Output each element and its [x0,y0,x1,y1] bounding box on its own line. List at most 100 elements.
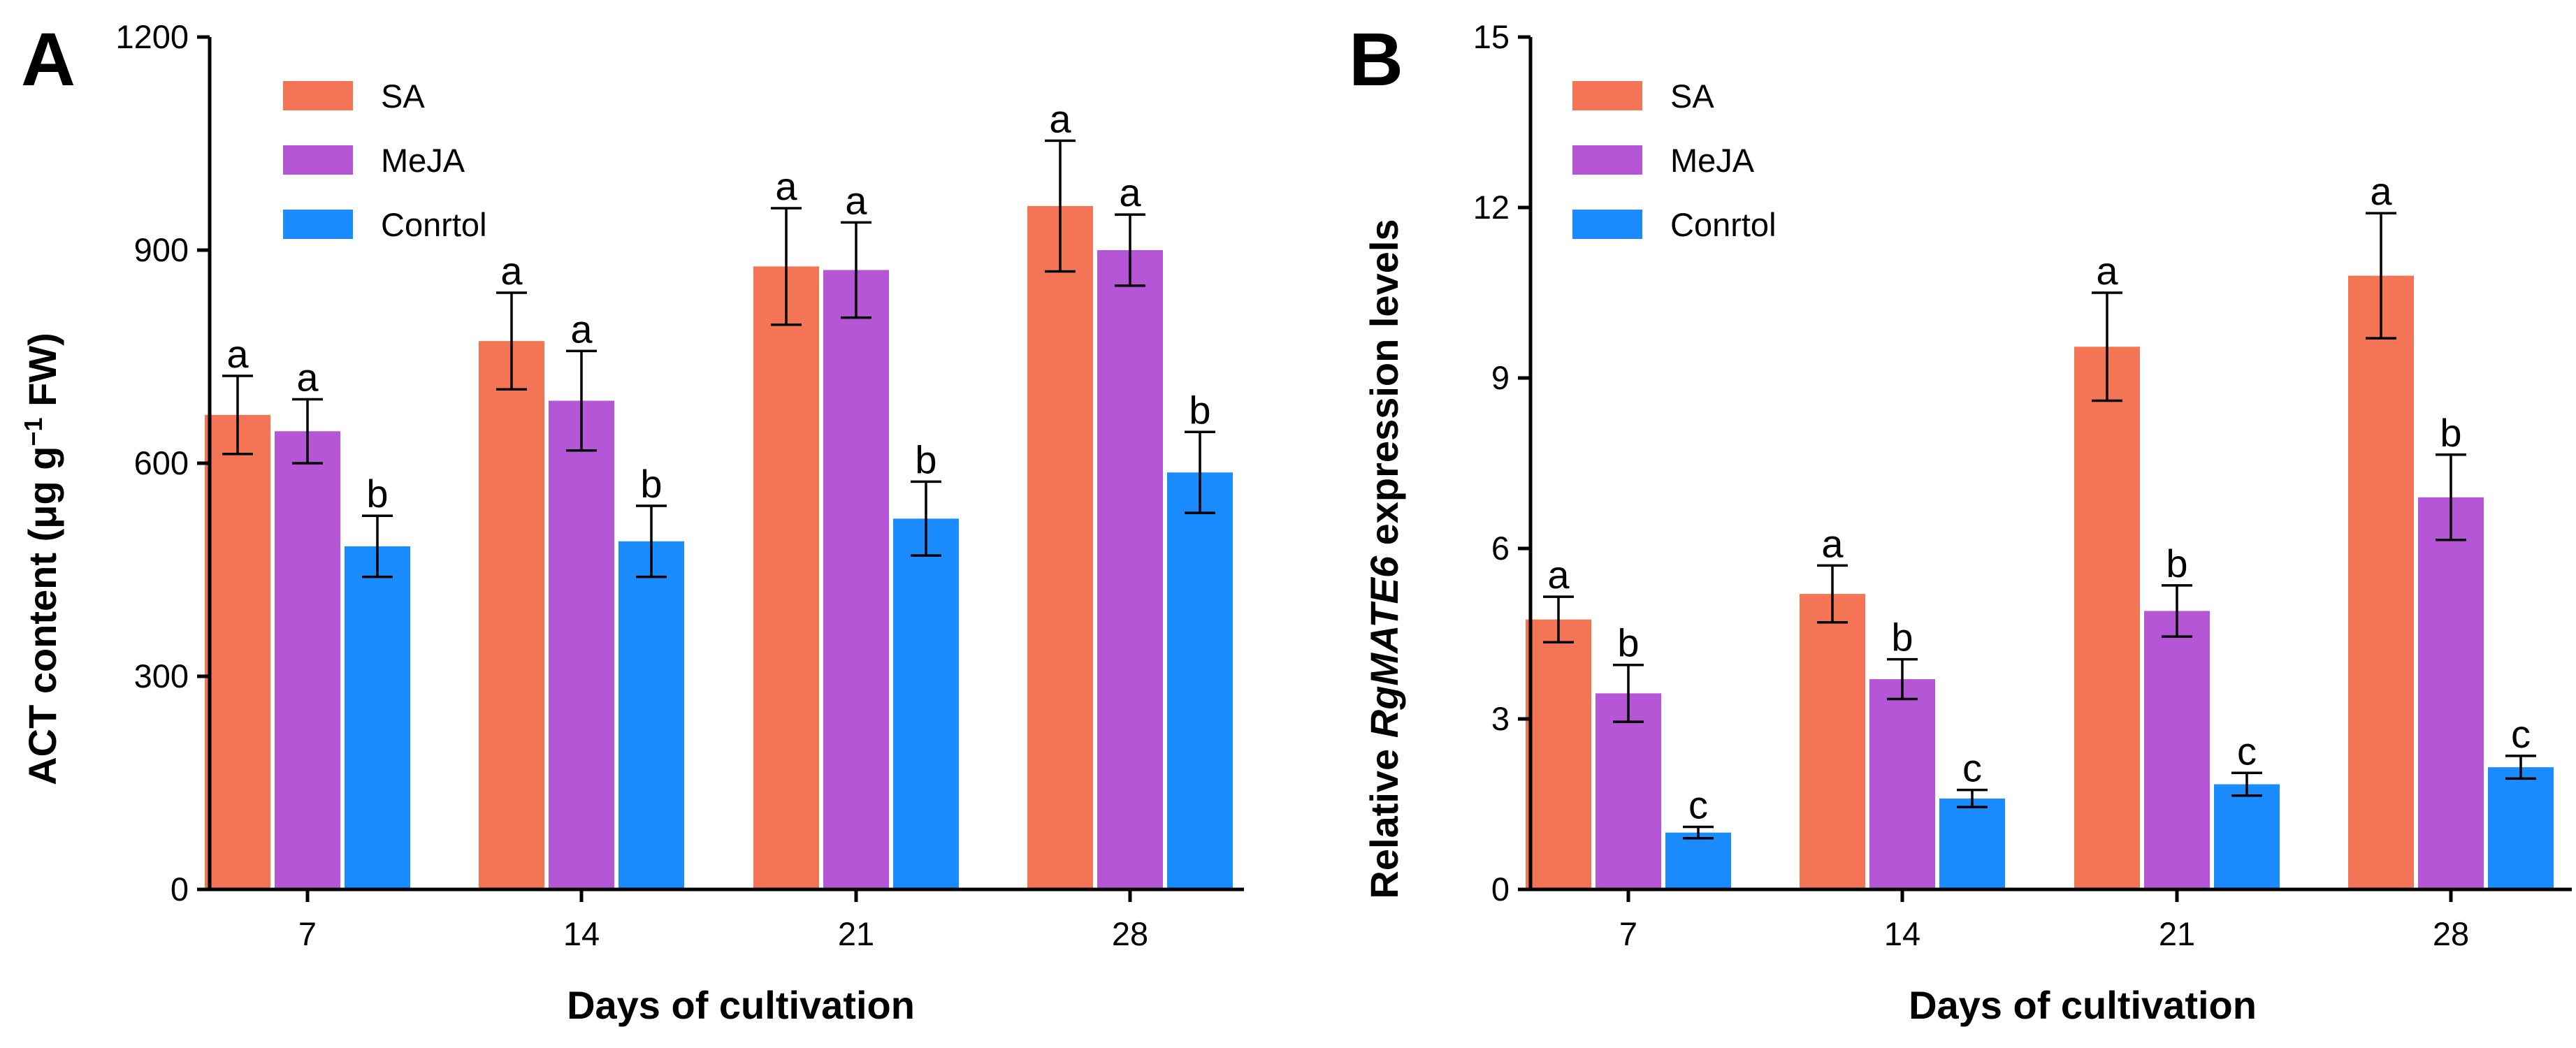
panel-a-x-axis-title: Days of cultivation [567,983,915,1027]
panel-b-significance-letter: b [2440,411,2461,455]
panel-b-significance-letter: a [1821,521,1844,565]
panel-b-chart: B Relative RgMATE6 expression levels Day… [1349,17,2572,1027]
panel-a-bar-conrtol-day-28 [1167,472,1233,889]
panel-b-y-tick-label: 12 [1473,189,1510,226]
panel-b-error-bar [1957,788,1988,808]
panel-b-x-tick-label: 21 [2159,915,2195,952]
panel-a-bar-conrtol-day-14 [618,541,684,889]
panel-a-error-bar [771,207,802,326]
panel-b-y-tick-label: 0 [1491,871,1510,908]
panel-b-error-bar [1613,663,1644,723]
panel-b-significance-letter: c [1962,746,1982,790]
panel-a-error-bar [362,514,393,578]
panel-a-y-tick-label: 1200 [115,18,189,55]
panel-b-significance-letter: b [1617,621,1639,665]
panel-b-y-axis-title: Relative RgMATE6 expression levels [1362,219,1406,898]
panel-a-significance-letter: a [570,307,593,351]
panel-b-bar-conrtol-day-21 [2214,784,2280,889]
panel-a-error-bar [1045,139,1076,273]
panel-a-error-bar [1115,213,1145,287]
panel-a-significance-letter: a [296,356,319,400]
panel-b-legend-swatch-meja [1572,145,1642,175]
panel-a-legend-label: Conrtol [381,206,487,243]
panel-a-significance-letter: a [226,332,249,376]
panel-a-bar-sa-day-14 [479,341,544,890]
panel-a-y-tick-label: 900 [134,231,189,268]
panel-b-y-tick-label: 3 [1491,700,1510,737]
panel-a-bar-conrtol-day-7 [345,546,410,889]
panel-a-error-bar [496,291,527,391]
panel-b-error-bar [2366,212,2396,340]
panel-b-bar-meja-day-28 [2418,497,2484,889]
panel-b-bar-conrtol-day-7 [1665,832,1731,889]
panel-a-significance-letter: b [366,472,388,516]
panel-a-x-tick-label: 21 [838,915,874,952]
panel-a-legend-swatch-sa [283,81,353,110]
panel-a-error-bar [222,374,253,456]
panel-b-bar-conrtol-day-28 [2488,767,2554,889]
panel-b-bar-meja-day-14 [1869,679,1935,889]
panel-b-significance-letter: b [2166,541,2187,585]
panel-a-y-tick-label: 300 [134,657,189,694]
panel-b-significance-letter: a [2370,169,2392,213]
panel-a-y-axis-title: ACT content (μg g−1 FW) [19,333,65,785]
panel-b-error-bar [1887,657,1918,701]
panel-b-x-tick-label: 7 [1619,915,1637,952]
panel-a-bar-sa-day-7 [205,414,270,889]
panel-b-legend-label: Conrtol [1670,206,1777,243]
panel-a-bar-meja-day-14 [549,400,614,889]
panel-b-significance-letter: a [1547,553,1570,597]
panel-b-bar-sa-day-21 [2074,347,2140,889]
panel-b-legend-label: MeJA [1670,142,1755,179]
panel-a-significance-letter: a [1049,96,1071,140]
panel-a-significance-letter: b [915,437,936,481]
panel-b-y-tick-label: 15 [1473,18,1510,55]
panel-a-x-tick-label: 14 [563,915,600,952]
panel-b-significance-letter: c [2237,729,2257,773]
panel-a-bar-meja-day-28 [1097,250,1163,889]
panel-b-legend-swatch-sa [1572,81,1642,110]
panel-b-x-tick-label: 14 [1884,915,1920,952]
panel-b-bar-meja-day-21 [2144,611,2210,889]
panel-a-bar-meja-day-7 [275,431,340,889]
panel-b-bar-sa-day-7 [1526,619,1591,889]
panel-a-y-tick-label: 0 [171,871,189,908]
panel-a-bar-sa-day-28 [1027,205,1093,889]
panel-a-significance-letter: a [500,249,523,293]
panel-b-x-tick-label: 28 [2433,915,2469,952]
panel-a-bar-sa-day-21 [753,266,819,890]
panel-a-y-tick-label: 600 [134,444,189,481]
panel-a-legend-label: MeJA [381,142,465,179]
panel-b-y-tick-label: 9 [1491,359,1510,396]
panel-a-x-tick-label: 28 [1112,915,1148,952]
panel-a-error-bar [911,480,941,557]
panel-b-significance-letter: a [2096,249,2118,293]
panel-a-error-bar [292,398,323,465]
panel-b-legend-label: SA [1670,78,1714,115]
panel-a-label: A [21,17,75,101]
panel-a-error-bar [636,504,667,578]
panel-a-error-bar [566,349,597,452]
panel-b-label: B [1349,17,1403,101]
panel-a-legend-label: SA [381,78,425,115]
panel-b-x-axis-title: Days of cultivation [1909,983,2257,1027]
panel-a-significance-letter: b [1189,388,1210,432]
panel-a-legend-swatch-control [283,210,353,239]
panel-b-error-bar [2092,291,2122,402]
panel-a-significance-letter: a [1119,170,1141,214]
panel-b-error-bar [1543,595,1574,643]
panel-a-bar-conrtol-day-21 [893,518,959,889]
panel-b-significance-letter: c [2511,712,2531,756]
panel-b-bar-sa-day-14 [1800,594,1865,889]
panel-b-error-bar [2436,453,2466,541]
panel-a-error-bar [1185,430,1215,514]
panel-a-x-tick-label: 7 [298,915,317,952]
panel-a-significance-letter: a [845,178,867,222]
panel-b-y-tick-label: 6 [1491,530,1510,567]
panel-a-chart: A ACT content (μg g−1 FW) Days of cultiv… [19,17,1244,1027]
panel-a-bar-meja-day-21 [823,270,889,889]
panel-a-significance-letter: b [640,462,662,506]
panel-b-significance-letter: b [1891,616,1913,660]
panel-b-error-bar [1683,825,1714,840]
